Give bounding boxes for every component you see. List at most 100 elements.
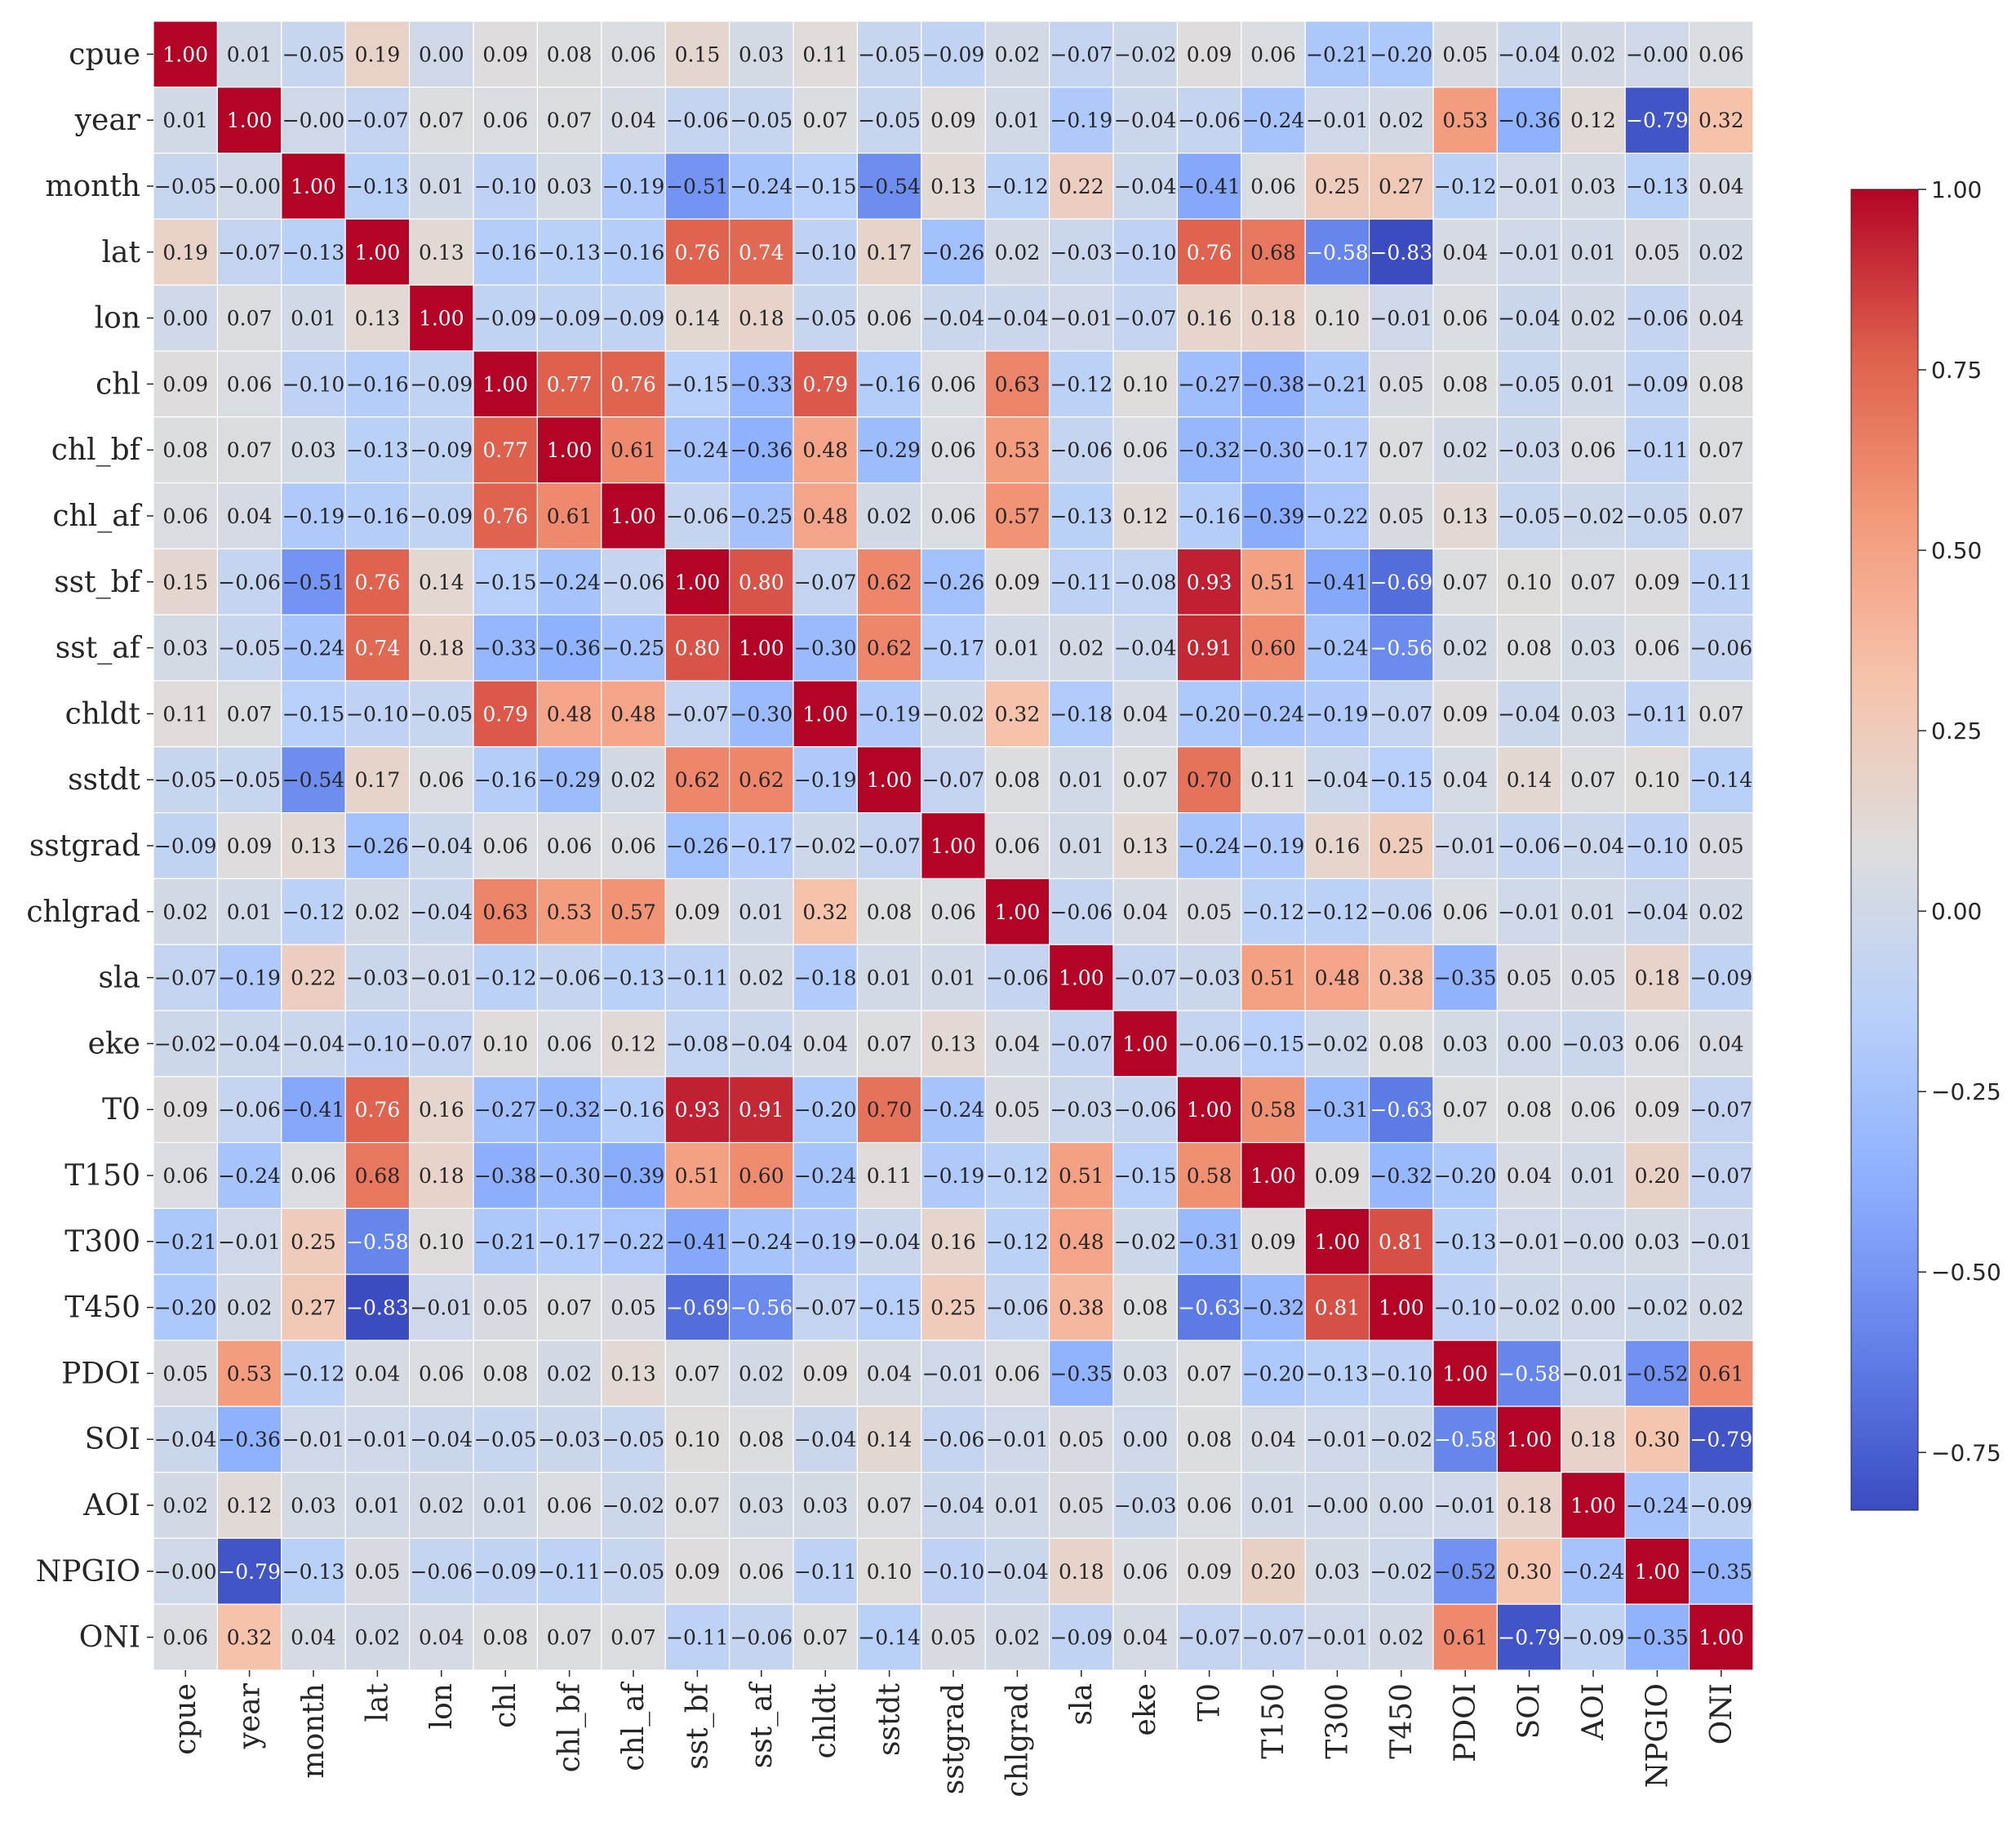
cell-value-lon-sst_af: 0.18 [739,307,784,331]
heatmap-cell-month-cpue [153,153,219,220]
heatmap-cell-chldt-T300 [1304,680,1370,748]
heatmap-cell-chldt-sla [1048,680,1114,748]
heatmap-cell-ONI-chldt [793,1603,859,1671]
cell-value-year-PDOI: 0.53 [1442,109,1488,132]
heatmap-cell-sstdt-NPGIO [1624,746,1690,814]
heatmap-cell-SOI-AOI [1561,1406,1626,1473]
y-tick-label-month: month [45,170,140,203]
heatmap-cell-chldt-chl [473,680,539,748]
heatmap-cell-lon-sla [1048,284,1114,352]
heatmap-cell-ONI-T0 [1176,1603,1242,1671]
heatmap-cell-chldt-cpue [153,680,219,748]
cell-value-ONI-chl_af: 0.07 [611,1626,656,1650]
heatmap-cell-lat-eke [1112,218,1179,286]
cell-value-T0-sla: −0.03 [1050,1098,1112,1122]
cell-value-chldt-sstdt: −0.19 [858,702,921,726]
cell-value-sstdt-sstgrad: −0.07 [922,768,985,792]
cell-value-lat-chl_bf: −0.13 [538,241,601,264]
cell-value-chl-T300: −0.21 [1306,372,1369,396]
heatmap-cell-ONI-chlgrad [984,1603,1050,1671]
cell-value-NPGIO-sst_bf: 0.09 [675,1560,721,1584]
heatmap-cell-T450-chldt [793,1273,859,1341]
cell-value-lon-T0: 0.16 [1187,307,1232,331]
heatmap-cell-chl_af-PDOI [1432,482,1499,549]
heatmap-cell-T300-chlgrad [984,1207,1050,1275]
heatmap-cell-AOI-ONI [1689,1471,1754,1539]
cell-value-SOI-cpue: −0.04 [154,1428,217,1451]
cell-value-chldt-T0: −0.20 [1178,702,1241,726]
cell-value-sstgrad-chlgrad: 0.06 [995,834,1041,858]
cell-value-AOI-month: 0.03 [291,1494,336,1518]
cell-value-T0-SOI: 0.08 [1507,1098,1552,1122]
heatmap-cell-lon-NPGIO [1624,284,1690,352]
cell-value-NPGIO-lat: 0.05 [355,1560,401,1584]
heatmap-cell-chl-year [216,350,282,418]
x-tick-label-chldt: chldt [809,1682,842,1758]
heatmap-cell-month-chlgrad [984,153,1050,220]
cell-value-sla-ONI: −0.09 [1690,967,1752,990]
cell-value-chl_af-chlgrad: 0.57 [995,504,1041,528]
heatmap-cell-chldt-lon [409,680,474,748]
heatmap-cell-T150-chl_bf [536,1141,602,1209]
heatmap-cell-ONI-NPGIO [1624,1603,1690,1671]
cell-value-sla-T300: 0.48 [1315,967,1361,990]
cell-value-chldt-chldt: 1.00 [802,702,848,726]
cell-value-cpue-T150: 0.06 [1250,42,1296,66]
cell-value-sst_bf-sla: −0.11 [1050,571,1112,594]
x-tick-label-T150: T150 [1257,1683,1290,1759]
cell-value-year-lat: −0.07 [346,109,409,132]
cell-value-sla-year: −0.19 [218,967,281,990]
cell-value-chl_bf-eke: 0.06 [1122,438,1168,462]
cell-value-year-T300: −0.01 [1306,109,1369,132]
heatmap-cell-sstdt-chlgrad [984,746,1050,814]
heatmap-cell-sstgrad-T0 [1176,811,1242,879]
heatmap-cell-T150-T450 [1368,1141,1434,1209]
cell-value-sst_bf-chl_bf: −0.24 [538,571,601,594]
cell-value-chlgrad-NPGIO: −0.04 [1626,900,1689,924]
cell-value-T150-chl_af: −0.39 [602,1164,665,1188]
heatmap-cell-sla-ONI [1689,944,1754,1011]
y-axis-tick-labels: cpue year month lat lon chl chl_bf chl_af sst_bf… [26,38,153,1655]
heatmap-cell-eke-chl [473,1010,539,1078]
heatmap-cell-lat-SOI [1496,218,1562,286]
heatmap-cell-T450-ONI [1689,1273,1754,1341]
heatmap-cell-sst_bf-sst_af [728,548,794,616]
heatmap-cell-PDOI-NPGIO [1624,1340,1690,1407]
heatmap-cell-lat-chlgrad [984,218,1050,286]
cell-value-sst_bf-T0: 0.93 [1187,571,1232,594]
y-tick-label-T450: T450 [64,1291,140,1325]
cell-value-sstdt-chl: −0.16 [474,768,537,792]
cell-value-year-sstgrad: 0.09 [930,109,976,132]
heatmap-cell-chl_af-chlgrad [984,482,1050,549]
cell-value-sstgrad-T450: 0.25 [1379,834,1424,858]
heatmap-cell-NPGIO-sla [1048,1537,1114,1605]
cell-value-cpue-PDOI: 0.05 [1442,42,1488,66]
cell-value-sstdt-lon: 0.06 [419,768,464,792]
cell-value-chl_af-lat: −0.16 [346,504,409,528]
cell-value-PDOI-PDOI: 1.00 [1442,1362,1488,1385]
cell-value-sstgrad-eke: 0.13 [1122,834,1168,858]
heatmap-cell-chl-chl [473,350,539,418]
cell-value-T150-SOI: 0.04 [1507,1164,1552,1188]
cell-value-sstgrad-chldt: −0.02 [794,834,857,858]
heatmap-cell-sst_af-chldt [793,614,859,682]
cell-value-PDOI-year: 0.53 [227,1362,273,1385]
cell-value-NPGIO-sstdt: 0.10 [867,1560,913,1584]
cell-value-month-month: 1.00 [291,175,336,198]
cell-value-T150-T150: 1.00 [1250,1164,1296,1188]
heatmap-cell-year-month [281,87,346,154]
heatmap-cell-sst_bf-year [216,548,282,616]
heatmap-cell-chl-T150 [1241,350,1306,418]
cell-value-month-T450: 0.27 [1379,175,1424,198]
heatmap-cell-sst_af-sst_bf [664,614,730,682]
cell-value-T450-sst_af: −0.56 [730,1296,793,1320]
heatmap-cell-PDOI-sstgrad [921,1340,986,1407]
cell-value-eke-T300: −0.02 [1306,1032,1369,1055]
x-tick-label-SOI: SOI [1513,1683,1547,1739]
cell-value-T450-lon: −0.01 [410,1296,473,1320]
heatmap-cell-SOI-lat [344,1406,411,1473]
heatmap-cell-ONI-T300 [1304,1603,1370,1671]
colorbar-tick-label: 0.25 [1931,718,1982,744]
cell-value-T300-T150: 0.09 [1250,1230,1296,1254]
cell-value-eke-ONI: 0.04 [1699,1032,1744,1055]
